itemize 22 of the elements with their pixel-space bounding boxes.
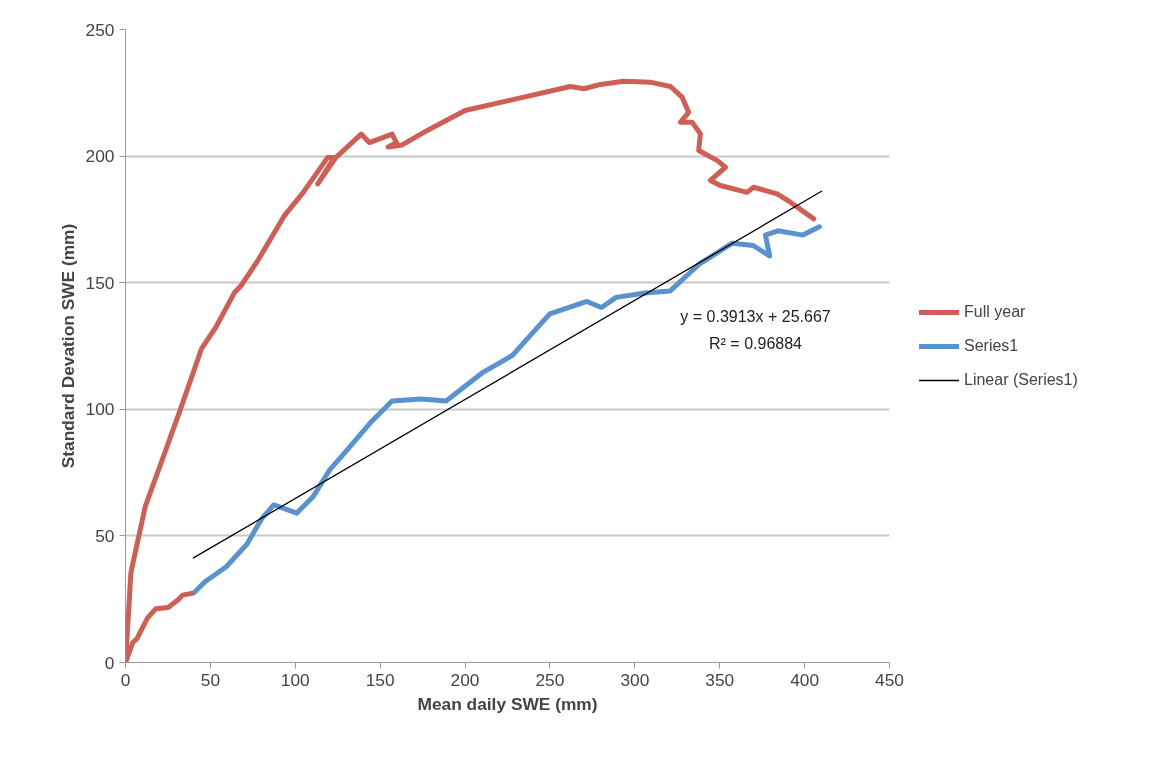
y-tick-label: 250 — [85, 19, 115, 40]
x-tick-label: 200 — [450, 669, 480, 690]
legend-label: Linear (Series1) — [964, 370, 1078, 389]
annotation: y = 0.3913x + 25.667 R² = 0.96884 — [680, 308, 831, 352]
y-tick-label: 200 — [85, 146, 115, 167]
x-tick-label: 150 — [365, 669, 395, 690]
x-axis-title: Mean daily SWE (mm) — [417, 693, 598, 714]
x-tick-label: 250 — [535, 669, 565, 690]
x-tick-label: 100 — [280, 669, 310, 690]
x-tick-label: 450 — [875, 669, 904, 690]
x-tick-label: 50 — [200, 669, 221, 690]
y-tick-label: 0 — [104, 652, 115, 673]
x-tick-label: 0 — [120, 669, 131, 690]
y-axis-title: Standard Devation SWE (mm) — [57, 223, 78, 469]
x-tick-label: 350 — [705, 669, 735, 690]
legend-label: Full year — [964, 302, 1026, 321]
x-tick-label: 300 — [620, 669, 650, 690]
legend-label: Series1 — [964, 336, 1019, 355]
y-tick-label: 100 — [85, 399, 115, 420]
y-tick-label: 50 — [95, 525, 115, 546]
x-tick-label: 400 — [790, 669, 820, 690]
y-tick-label: 150 — [85, 272, 115, 293]
